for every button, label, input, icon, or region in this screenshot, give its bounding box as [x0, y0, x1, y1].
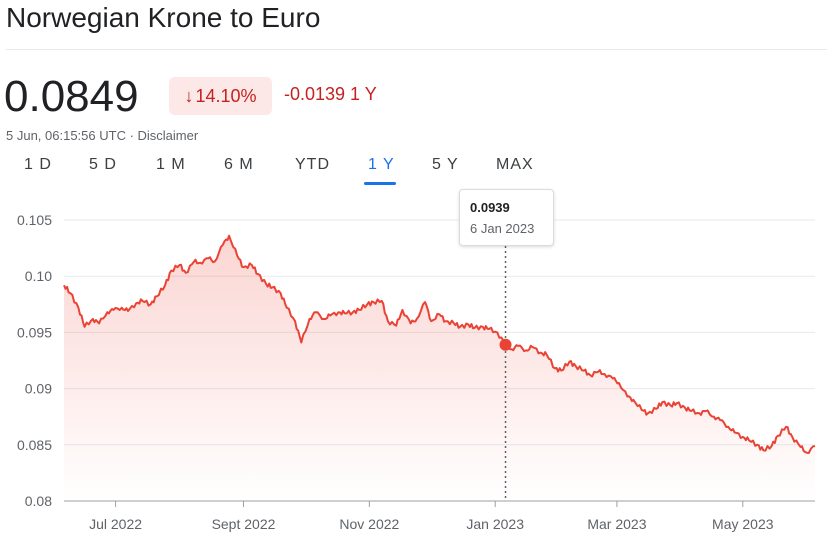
change-absolute: -0.0139 1 Y — [284, 84, 377, 104]
current-price: 0.0849 — [4, 72, 139, 121]
arrow-down-icon: ↓ — [184, 86, 194, 106]
x-tick-label: Jul 2022 — [89, 516, 142, 532]
area-fill — [64, 235, 815, 501]
x-tick-label: Nov 2022 — [339, 516, 399, 532]
y-tick-label: 0.105 — [17, 212, 52, 228]
y-tick-label: 0.10 — [25, 268, 52, 284]
header-divider — [6, 49, 827, 50]
tab-max[interactable]: MAX — [496, 156, 534, 173]
chart-tooltip: 0.0939 6 Jan 2023 — [459, 189, 554, 246]
change-percent: 14.10% — [195, 86, 257, 106]
x-tick-label: Sept 2022 — [212, 516, 276, 532]
tooltip-value: 0.0939 — [470, 200, 510, 215]
tab-1m[interactable]: 1 M — [156, 156, 186, 173]
tab-6m[interactable]: 6 M — [224, 156, 254, 173]
y-tick-label: 0.095 — [17, 324, 52, 340]
active-tab-indicator — [364, 182, 396, 185]
timestamp-disclaimer[interactable]: 5 Jun, 06:15:56 UTC · Disclaimer — [6, 128, 199, 143]
highlight-point — [499, 338, 512, 351]
tab-ytd[interactable]: YTD — [295, 156, 330, 173]
y-tick-label: 0.09 — [25, 381, 52, 397]
series-line — [63, 234, 816, 454]
x-tick-label: Mar 2023 — [587, 516, 646, 532]
price-chart[interactable]: 0.08 0.085 0.09 0.095 0.10 0.105 Jul 2022 Sept … — [0, 190, 827, 543]
tooltip-date: 6 Jan 2023 — [470, 221, 535, 236]
tab-5y[interactable]: 5 Y — [432, 156, 459, 173]
page-title: Norwegian Krone to Euro — [6, 2, 321, 33]
tab-1y[interactable]: 1 Y — [368, 156, 395, 173]
y-tick-label: 0.085 — [17, 437, 52, 453]
range-tabs: 1 D 5 D 1 M 6 M YTD 1 Y 5 Y MAX — [0, 156, 560, 186]
x-tick-label: Jan 2023 — [466, 516, 524, 532]
y-tick-label: 0.08 — [25, 493, 52, 509]
tab-5d[interactable]: 5 D — [89, 156, 117, 173]
x-tick-label: May 2023 — [712, 516, 774, 532]
tab-1d[interactable]: 1 D — [24, 156, 52, 173]
change-percent-badge: ↓ 14.10% — [169, 77, 272, 115]
